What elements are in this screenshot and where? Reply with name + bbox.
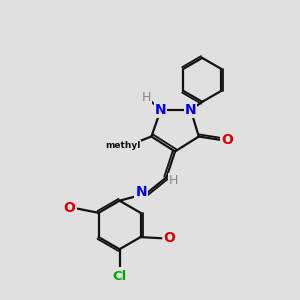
Text: H: H: [142, 91, 151, 104]
Text: N: N: [155, 103, 167, 117]
Text: H: H: [169, 174, 178, 187]
Text: N: N: [136, 185, 147, 200]
Text: methyl: methyl: [105, 140, 140, 149]
Text: Cl: Cl: [112, 270, 127, 283]
Text: O: O: [164, 230, 175, 244]
Text: O: O: [221, 133, 233, 147]
Text: N: N: [185, 103, 197, 117]
Text: O: O: [64, 201, 76, 215]
